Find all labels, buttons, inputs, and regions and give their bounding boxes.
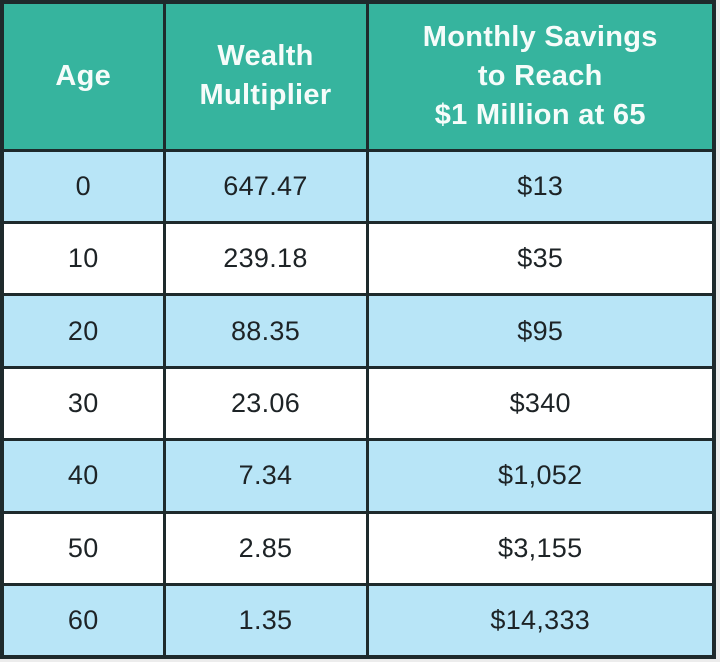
- cell-savings: $340: [365, 365, 716, 442]
- cell-multiplier: 7.34: [162, 438, 369, 514]
- table-row: 40 7.34 $1,052: [0, 438, 716, 514]
- table-row: 60 1.35 $14,333: [0, 583, 716, 659]
- cell-age: 20: [0, 293, 166, 369]
- cell-age: 40: [0, 438, 166, 514]
- cell-age: 0: [0, 148, 166, 224]
- cell-age: 50: [0, 510, 166, 587]
- cell-multiplier: 2.85: [162, 510, 369, 587]
- cell-savings: $13: [365, 148, 716, 224]
- table-row: 10 239.18 $35: [0, 220, 716, 297]
- table-row: 0 647.47 $13: [0, 148, 716, 224]
- column-header-monthly-savings: Monthly Savings to Reach $1 Million at 6…: [365, 0, 716, 152]
- cell-multiplier: 23.06: [162, 365, 369, 442]
- cell-savings: $1,052: [365, 438, 716, 514]
- cell-savings: $14,333: [365, 583, 716, 659]
- column-header-wealth-multiplier: Wealth Multiplier: [162, 0, 369, 152]
- cell-multiplier: 1.35: [162, 583, 369, 659]
- cell-multiplier: 88.35: [162, 293, 369, 369]
- table-row: 30 23.06 $340: [0, 365, 716, 442]
- cell-age: 10: [0, 220, 166, 297]
- cell-savings: $95: [365, 293, 716, 369]
- cell-age: 30: [0, 365, 166, 442]
- table-header: Age Wealth Multiplier Monthly Savings to…: [0, 0, 716, 152]
- table-row: 20 88.35 $95: [0, 293, 716, 369]
- cell-savings: $35: [365, 220, 716, 297]
- cell-multiplier: 647.47: [162, 148, 369, 224]
- table-body: 0 647.47 $13 10 239.18 $35 20 88.35 $95 …: [0, 148, 716, 659]
- header-row: Age Wealth Multiplier Monthly Savings to…: [0, 0, 716, 152]
- cell-savings: $3,155: [365, 510, 716, 587]
- column-header-age: Age: [0, 0, 166, 152]
- cell-age: 60: [0, 583, 166, 659]
- table-row: 50 2.85 $3,155: [0, 510, 716, 587]
- cell-multiplier: 239.18: [162, 220, 369, 297]
